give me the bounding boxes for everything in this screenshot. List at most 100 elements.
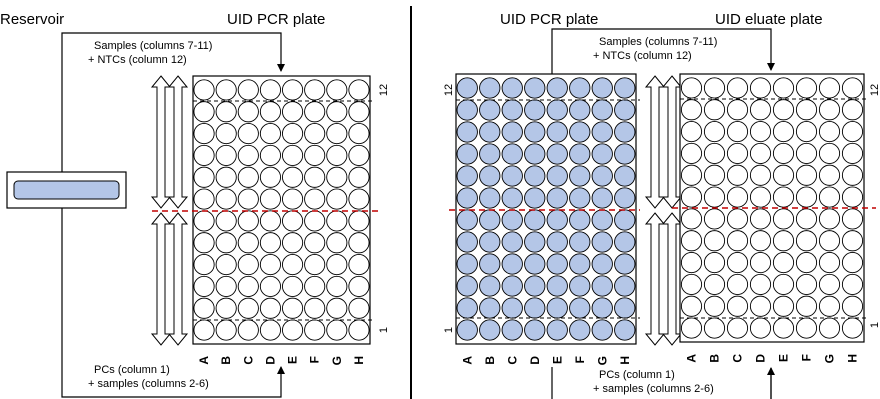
right-pcr-well <box>524 165 546 187</box>
right-pcr-well <box>591 99 613 121</box>
right-eluate-well <box>795 252 818 274</box>
left-pcr-well <box>215 232 237 254</box>
right-eluate-well <box>772 142 795 164</box>
right-pcr-well <box>614 319 636 341</box>
left-pcr-well <box>215 166 237 188</box>
right-pcr-well <box>569 275 591 297</box>
left-pcr-well <box>326 232 348 254</box>
right-pcr-well <box>614 99 636 121</box>
right-eluate-well <box>703 186 726 208</box>
left-pcr-well <box>281 210 304 232</box>
right-eluate-well <box>749 208 772 230</box>
left-pcr-well <box>215 319 237 341</box>
right-pcr-plate <box>449 73 640 345</box>
right-eluate-well <box>680 317 703 339</box>
right-eluate-well <box>749 164 772 186</box>
left-pcr-well <box>348 254 370 276</box>
left-pcr-well <box>326 297 348 319</box>
right-pcr-well <box>456 121 478 143</box>
left-pcr-well <box>304 166 326 188</box>
right-eluate-well <box>726 317 749 339</box>
right-pcr-well <box>456 187 478 209</box>
right-eluate-well <box>818 186 841 208</box>
left-pcr-well <box>348 319 370 341</box>
left-bottom-transfer-arrow <box>61 208 285 398</box>
right-eluate-well <box>841 99 864 121</box>
right-pcr-row-letter-c: C <box>505 356 519 365</box>
left-pcr-well <box>348 123 370 145</box>
right-eluate-well <box>680 121 703 143</box>
left-bottom-note-line2: + samples (columns 2-6) <box>88 378 209 390</box>
right-eluate-well <box>726 186 749 208</box>
left-pcr-plate <box>152 75 378 345</box>
right-pcr-well <box>501 253 523 275</box>
right-eluate-well <box>680 252 703 274</box>
left-pcr-well <box>193 297 215 319</box>
left-pcr-well <box>259 232 282 254</box>
right-eluate-well <box>841 121 864 143</box>
right-pcr-well <box>591 231 613 253</box>
right-eluate-well <box>795 295 818 317</box>
right-pcr-well <box>614 165 636 187</box>
right-pcr-well <box>456 275 478 297</box>
left-pcr-well <box>304 210 326 232</box>
left-pcr-well <box>304 254 326 276</box>
left-pcr-well <box>215 297 237 319</box>
right-eluate-well <box>726 208 749 230</box>
right-pcr-well <box>479 143 501 165</box>
left-pcr-well <box>326 166 348 188</box>
left-pcr-well <box>281 79 304 101</box>
left-pcr-well <box>326 123 348 145</box>
left-pcr-well <box>348 232 370 254</box>
right-pcr-row-letter-d: D <box>528 356 542 365</box>
right-pcr-well <box>479 187 501 209</box>
right-eluate-well <box>818 208 841 230</box>
right-eluate-plate-label: UID eluate plate <box>715 11 823 28</box>
right-pcr-row-letter-h: H <box>618 356 632 365</box>
right-pcr-well <box>569 187 591 209</box>
right-eluate-well <box>726 273 749 295</box>
left-pcr-well <box>348 79 370 101</box>
right-eluate-well <box>795 121 818 143</box>
right-eluate-well <box>726 164 749 186</box>
right-eluate-row-letter-a: A <box>685 354 699 363</box>
left-pcr-well <box>215 275 237 297</box>
reservoir-trough <box>13 180 120 200</box>
left-pcr-well <box>326 254 348 276</box>
right-pcr-well <box>501 143 523 165</box>
right-eluate-row-letter-c: C <box>731 354 745 363</box>
left-pcr-well <box>281 144 304 166</box>
left-pcr-well <box>281 297 304 319</box>
right-pcr-well <box>614 121 636 143</box>
left-pcr-well <box>304 232 326 254</box>
right-pcr-well <box>524 187 546 209</box>
left-pcr-well <box>193 254 215 276</box>
left-pcr-well <box>304 275 326 297</box>
left-pcr-well <box>259 210 282 232</box>
right-eluate-well <box>841 252 864 274</box>
right-pcr-well <box>591 77 613 99</box>
right-pcr-well <box>524 253 546 275</box>
right-pcr-well <box>546 209 568 231</box>
right-eluate-well <box>795 99 818 121</box>
right-pcr-well <box>479 165 501 187</box>
right-pcr-well <box>569 99 591 121</box>
right-eluate-well <box>841 186 864 208</box>
right-eluate-row-letter-h: H <box>846 354 860 363</box>
left-pcr-well <box>237 166 259 188</box>
right-eluate-well <box>680 295 703 317</box>
left-pcr-well <box>237 210 259 232</box>
left-pcr-well <box>237 79 259 101</box>
right-eluate-well <box>795 317 818 339</box>
left-pcr-well <box>281 254 304 276</box>
right-eluate-well <box>841 273 864 295</box>
right-eluate-well <box>749 142 772 164</box>
right-eluate-well <box>818 121 841 143</box>
right-eluate-well <box>841 142 864 164</box>
right-eluate-well <box>841 164 864 186</box>
right-pcr-well <box>501 297 523 319</box>
left-pcr-well <box>348 275 370 297</box>
left-pcr-well <box>193 166 215 188</box>
left-outer-arrow-top <box>150 75 172 209</box>
